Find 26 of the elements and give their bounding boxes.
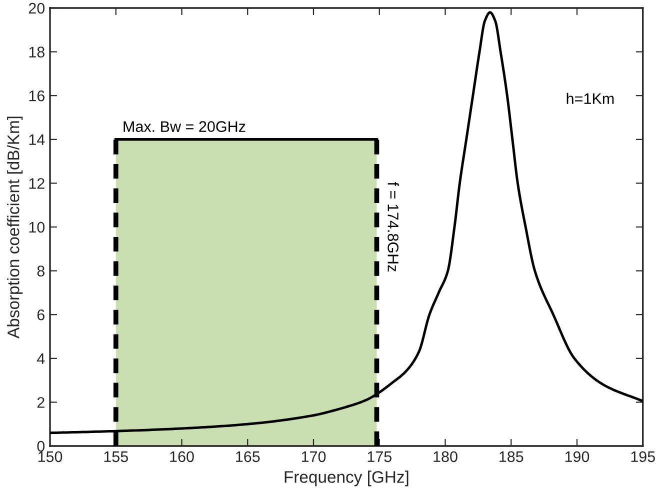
y-axis-title: Absorption coefficient [dB/Km] [7, 116, 23, 338]
x-tick-label: 155 [104, 451, 128, 462]
y-tick-label: 0 [37, 440, 45, 452]
annotation: h=1Km [566, 92, 614, 104]
y-tick-label: 18 [29, 46, 44, 58]
ref-line-label: f = 174.8GHz [388, 182, 399, 272]
y-tick-label: 20 [28, 2, 45, 14]
y-tick-label: 10 [29, 222, 45, 233]
y-tick-label: 8 [37, 266, 44, 276]
y-tick-label: 2 [37, 397, 44, 408]
y-tick-label: 6 [37, 309, 44, 320]
x-tick-label: 180 [434, 451, 458, 462]
y-tick-label: 12 [29, 178, 44, 189]
x-tick-label: 160 [170, 451, 194, 462]
x-tick-label: 190 [565, 451, 590, 462]
y-tick-label: 16 [29, 90, 44, 102]
x-axis-title: Frequency [GHz] [284, 470, 408, 486]
x-tick-label: 165 [236, 451, 260, 462]
y-tick-label: 4 [37, 353, 45, 364]
x-tick-label: 175 [368, 451, 392, 462]
x-tick-label: 185 [500, 451, 524, 462]
y-tick-label: 14 [29, 134, 45, 145]
x-tick-label: 195 [631, 451, 655, 462]
x-tick-label: 170 [302, 451, 326, 462]
x-tick-label: 150 [38, 451, 62, 462]
annotation: Max. Bw = 20GHz [124, 121, 246, 132]
